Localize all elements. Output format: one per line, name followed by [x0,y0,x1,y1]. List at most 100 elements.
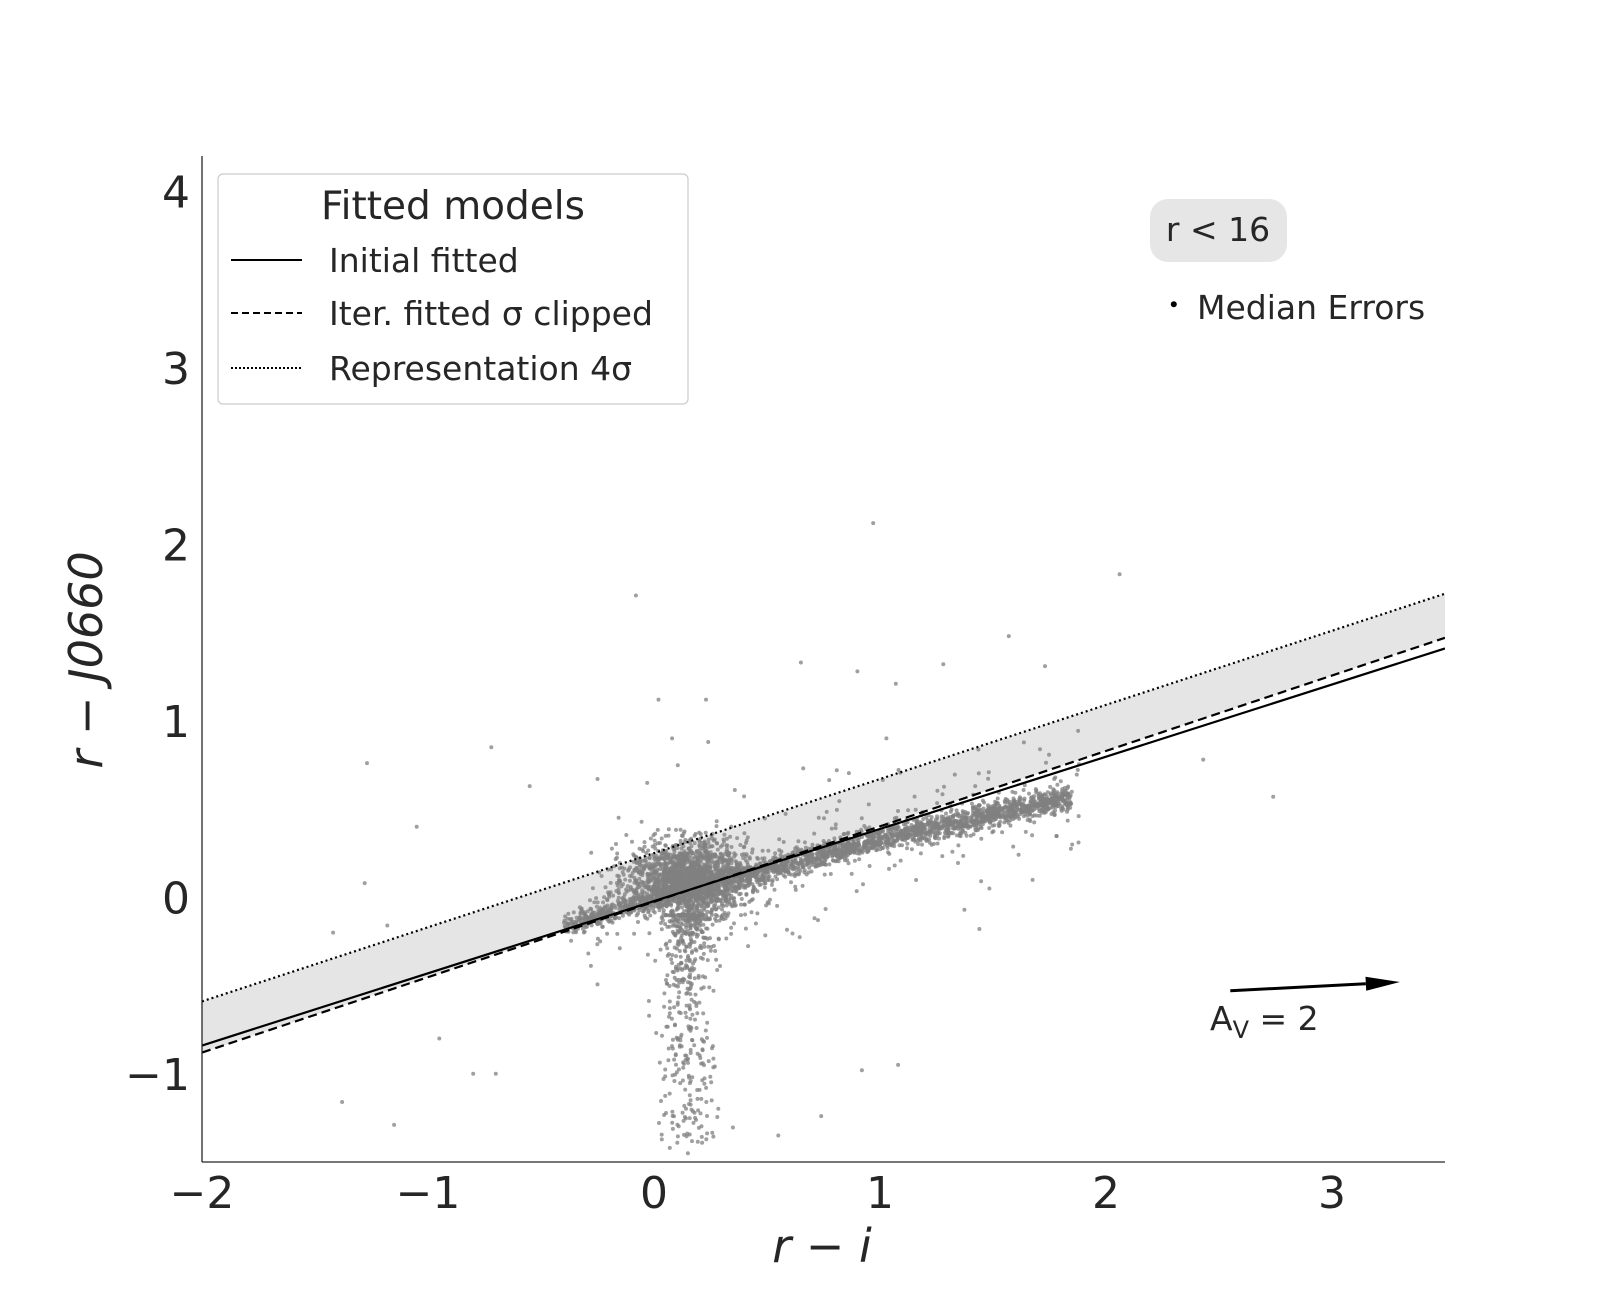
data-point [964,833,969,838]
data-point [842,855,847,860]
data-point [588,898,592,903]
data-point [688,853,693,858]
data-point [1076,814,1081,819]
data-point [720,901,725,906]
data-point [996,821,1001,826]
data-point [579,919,584,923]
data-point [753,875,758,880]
data-point [1032,820,1037,825]
data-point [857,848,862,853]
data-point [741,866,746,871]
data-point [618,905,623,909]
data-point [693,852,698,857]
data-point [910,837,915,842]
data-point [667,1011,672,1016]
data-point [673,1022,677,1027]
data-point [1032,813,1037,818]
data-point [693,957,698,962]
data-point [796,839,801,844]
data-point [1060,787,1065,792]
data-point [963,810,968,814]
data-point [658,841,662,845]
data-point [704,1137,709,1142]
data-point [690,1075,695,1080]
data-point [932,835,937,840]
data-point [741,845,746,850]
data-point [654,1031,659,1035]
data-point [648,836,653,841]
data-point [670,969,675,974]
data-point [653,842,657,847]
data-point [743,854,748,859]
data-point [1048,784,1053,789]
data-point [857,857,862,862]
data-point [875,847,880,852]
data-point [702,944,707,949]
data-point [655,867,660,872]
data-point [987,826,992,830]
data-point [683,949,688,954]
data-point [969,820,974,824]
data-point [705,936,710,941]
data-point [671,914,676,919]
reddening-vector: AV = 2 [1210,976,1400,1044]
data-point [956,826,961,831]
data-point [659,921,663,925]
data-point [796,871,801,876]
data-point [1008,823,1013,828]
data-point [943,817,947,822]
data-point [781,840,786,844]
data-point [1117,572,1122,577]
data-point [624,833,629,837]
data-point [1012,798,1017,803]
data-point [600,924,605,929]
data-point [621,872,626,877]
data-point [689,981,694,986]
data-point [1043,664,1047,669]
data-point [1005,810,1010,815]
data-point [956,843,961,848]
data-point [646,999,651,1003]
reddening-label-rest: = 2 [1249,999,1319,1038]
data-point [961,853,966,858]
data-point [859,816,864,821]
data-point [578,911,583,916]
data-point [988,818,993,823]
data-point [702,844,707,849]
data-point [621,895,626,900]
data-point [920,822,925,827]
x-tick-label: 1 [866,1168,894,1219]
data-point [895,838,900,843]
data-point [609,846,614,851]
data-point [718,855,723,860]
data-point [792,874,797,879]
data-point [1016,852,1021,857]
data-point [715,896,720,901]
data-point [677,852,682,857]
data-point [709,1080,714,1085]
data-point [658,904,662,909]
data-point [766,870,771,875]
data-point [719,891,724,896]
data-point [1034,802,1039,807]
data-point [924,815,929,820]
data-point [783,863,788,868]
data-point [620,913,625,918]
data-point [703,830,708,835]
data-point [619,901,624,906]
data-point [750,889,755,894]
data-point [912,825,917,830]
median-errors-label: Median Errors [1197,288,1425,327]
data-point [566,911,571,916]
data-point [677,913,682,917]
data-point [603,904,608,909]
data-point [569,917,574,921]
data-point [702,840,707,845]
data-point [626,867,631,872]
data-point [728,896,733,901]
data-point [950,821,955,825]
y-tick-label: 2 [162,520,190,571]
data-point [615,873,620,878]
data-point [642,844,647,849]
data-point [749,910,754,915]
